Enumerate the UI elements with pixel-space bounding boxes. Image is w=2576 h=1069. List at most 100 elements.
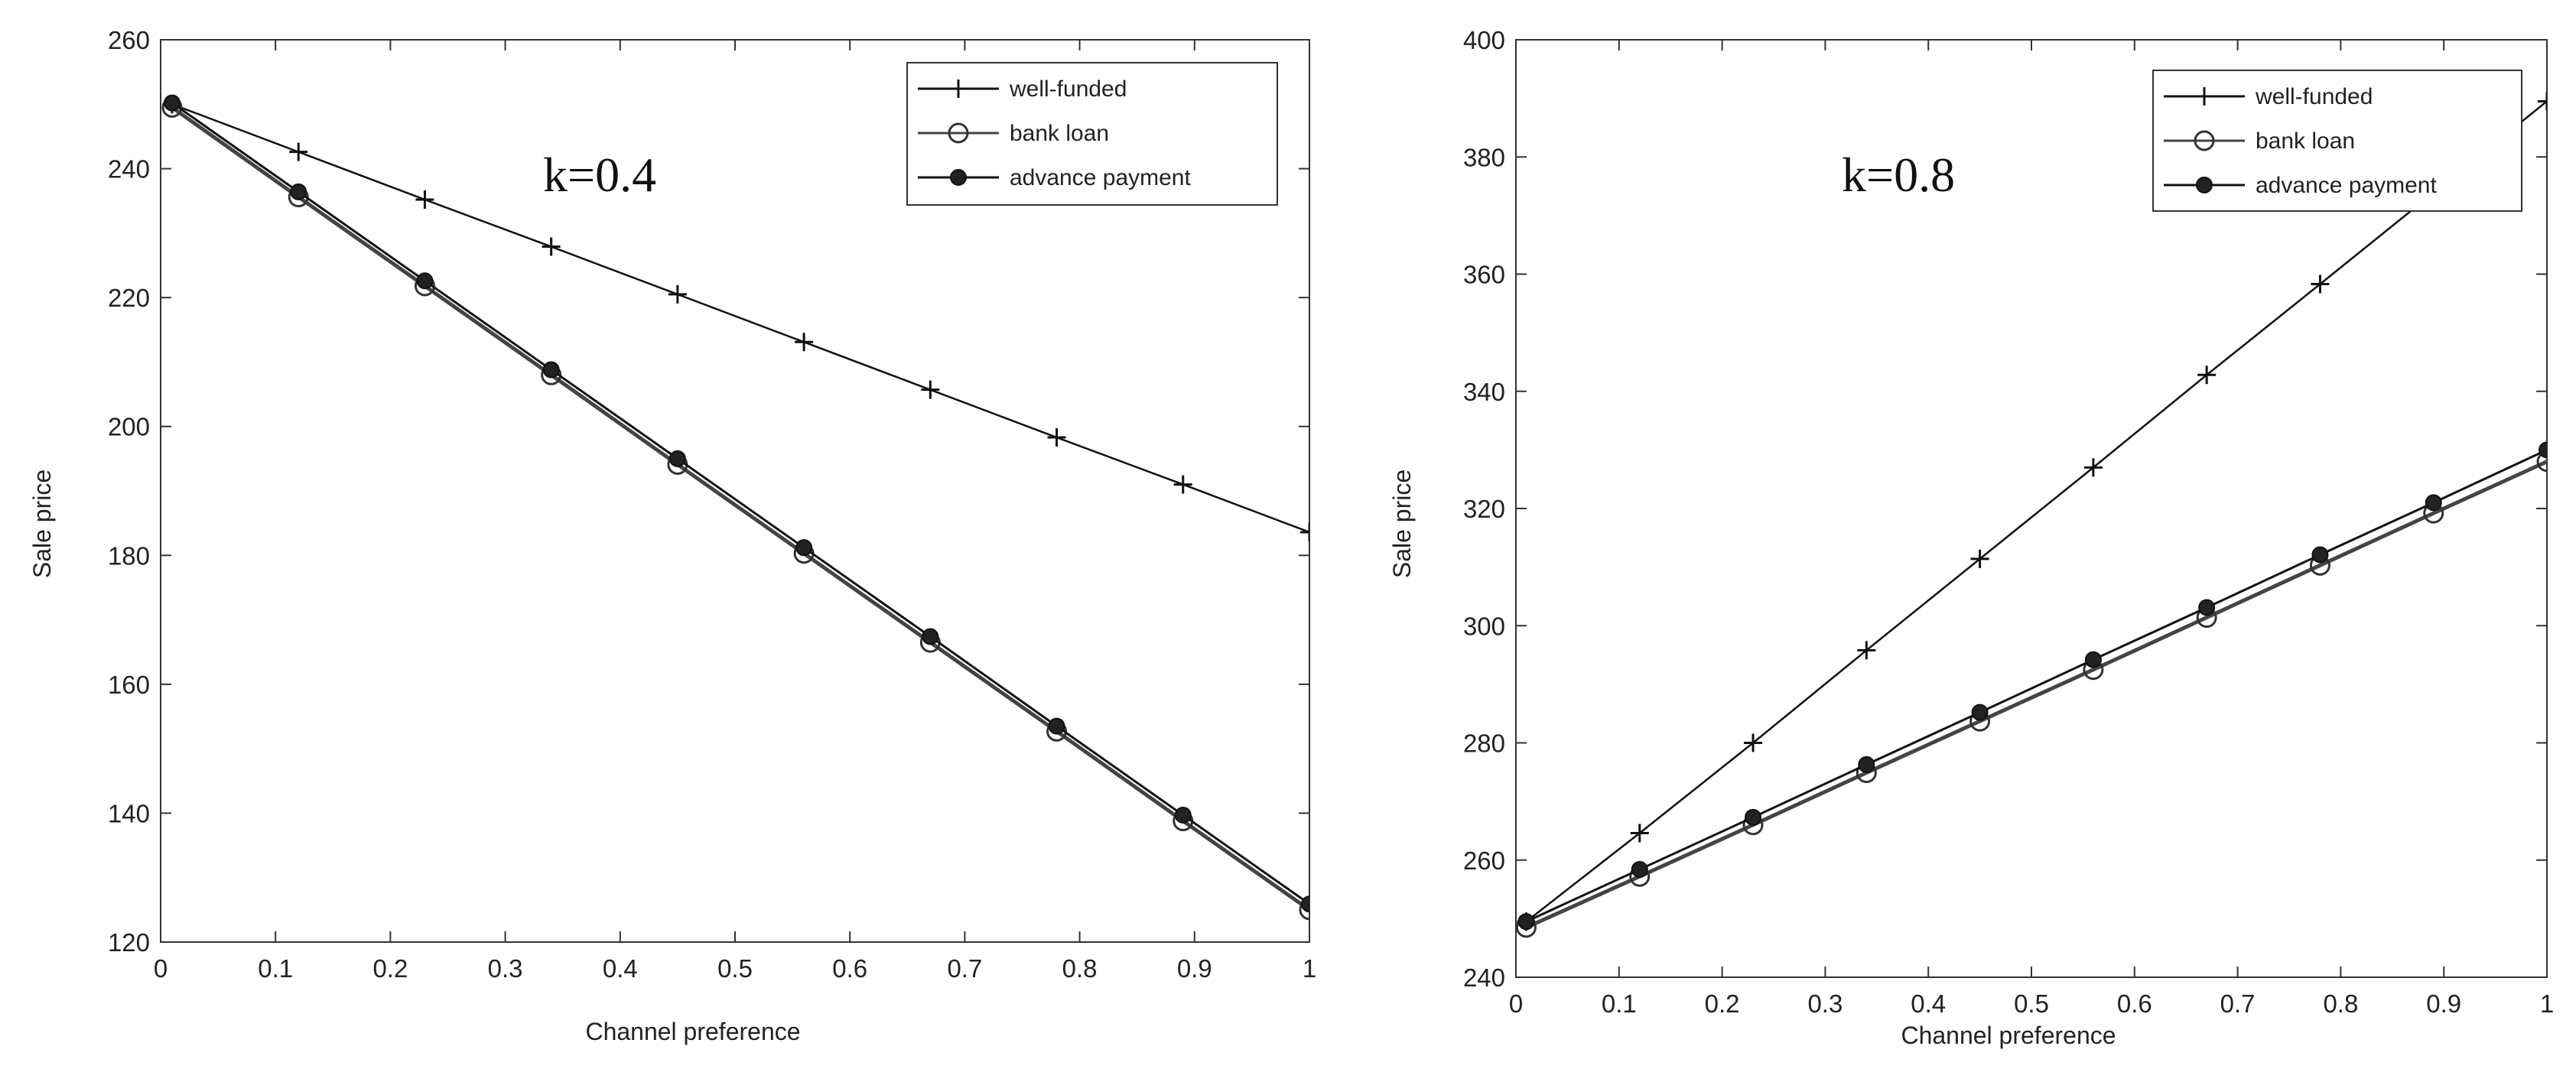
x-tick-label: 1 [2540, 989, 2554, 1018]
data-point-well-funded [1970, 549, 1989, 568]
y-tick-label: 120 [108, 928, 150, 957]
y-tick-label: 240 [1463, 963, 1505, 992]
data-point-advance-payment [1048, 717, 1065, 735]
data-point-advance-payment [2084, 651, 2102, 668]
y-tick-label: 320 [1463, 495, 1505, 523]
series-layer [161, 94, 1309, 921]
x-tick-label: 0 [1509, 989, 1523, 1018]
data-point-well-funded [1630, 824, 1649, 843]
x-tick-label: 0.4 [603, 954, 638, 983]
x-tick-label: 0.9 [1177, 954, 1212, 983]
data-point-advance-payment [922, 628, 939, 645]
data-point-advance-payment [1517, 913, 1535, 931]
data-point-well-funded [289, 142, 308, 161]
data-point-advance-payment [2198, 599, 2216, 616]
data-point-advance-payment [1858, 755, 1875, 773]
data-point-advance-payment [1745, 808, 1762, 826]
data-point-well-funded [2083, 458, 2103, 477]
y-tick-label: 260 [1463, 846, 1505, 875]
x-axis-label: Channel preference [1901, 1022, 2116, 1049]
y-tick-label: 160 [108, 671, 150, 699]
y-tick-label: 340 [1463, 378, 1505, 406]
y-tick-label: 400 [1463, 26, 1505, 54]
x-tick-label: 0.5 [717, 954, 753, 983]
x-axis-label: Channel preference [585, 1018, 800, 1045]
x-tick-label: 0.3 [1807, 989, 1843, 1018]
legend-label: well-funded [2255, 84, 2373, 109]
legend-marker [2196, 177, 2213, 193]
chart-k-0-8: k=0.8 Sale price Channel preference 0 0.1… [1388, 26, 2554, 1049]
data-point-well-funded [2538, 92, 2547, 111]
y-tick-label: 180 [108, 541, 150, 570]
data-point-advance-payment [2311, 546, 2329, 564]
y-tick-label: 360 [1463, 261, 1505, 289]
y-axis-label: Sale price [28, 470, 56, 578]
legend-label: bank loan [1010, 121, 1109, 146]
y-tick-label: 260 [108, 26, 150, 54]
data-point-bank-loan [2536, 451, 2547, 473]
data-point-well-funded [1300, 522, 1309, 541]
data-point-advance-payment [2425, 494, 2442, 512]
y-tick-label: 280 [1463, 729, 1505, 758]
series-line-bank-loan [171, 106, 1309, 911]
data-point-advance-payment [2539, 441, 2547, 459]
series-line-well-funded [171, 103, 1309, 534]
x-tick-label: 1 [1303, 954, 1316, 983]
data-point-advance-payment [668, 450, 686, 467]
data-point-well-funded [2197, 366, 2217, 385]
y-tick-label: 240 [108, 155, 150, 184]
x-tick-label: 0.1 [1602, 989, 1637, 1018]
legend-marker [2194, 130, 2215, 151]
data-point-advance-payment [164, 94, 181, 112]
x-tick-label: 0.5 [2014, 989, 2049, 1018]
data-point-well-funded [1173, 475, 1192, 494]
legend-label: advance payment [2256, 173, 2437, 198]
data-point-well-funded [795, 333, 814, 352]
chart-annotation: k=0.8 [1842, 148, 1955, 202]
data-point-well-funded [415, 190, 434, 210]
data-point-advance-payment [290, 183, 307, 200]
legend: well-funded bank loan advance payment [2152, 70, 2522, 212]
y-tick-label: 140 [108, 799, 150, 827]
data-point-well-funded [1857, 641, 1876, 660]
legend-marker [949, 80, 968, 98]
data-point-well-funded [1744, 733, 1763, 752]
series-line-bank-loan [1525, 460, 2547, 930]
chart-k-0-4: k=0.4 Sale price Channel preference 0 0.1… [28, 26, 1316, 1045]
x-tick-label: 0.8 [2323, 989, 2358, 1018]
x-tick-label: 0.1 [258, 954, 293, 983]
data-point-well-funded [668, 284, 687, 304]
data-point-advance-payment [1301, 895, 1309, 913]
x-tick-label: 0.7 [947, 954, 982, 983]
legend-label: well-funded [1009, 76, 1127, 102]
series-line-advance-payment [171, 102, 1309, 905]
data-point-well-funded [542, 237, 561, 256]
y-axis-label: Sale price [1388, 470, 1416, 578]
y-tick-label: 200 [108, 413, 150, 441]
legend-label: bank loan [2256, 128, 2355, 154]
x-tick-label: 0.3 [488, 954, 523, 983]
legend: well-funded bank loan advance payment [906, 62, 1278, 206]
x-tick-label: 0.2 [1705, 989, 1740, 1018]
x-tick-label: 0.6 [2117, 989, 2152, 1018]
data-point-well-funded [921, 380, 940, 399]
data-point-advance-payment [1971, 703, 1989, 721]
x-tick-label: 0.6 [832, 954, 867, 983]
chart-annotation: k=0.4 [543, 148, 656, 202]
data-point-advance-payment [1174, 806, 1192, 824]
data-point-advance-payment [1631, 861, 1648, 879]
data-point-advance-payment [795, 539, 813, 557]
data-point-bank-loan [1299, 899, 1309, 921]
x-tick-label: 0 [154, 954, 168, 983]
x-tick-label: 0.9 [2426, 989, 2461, 1018]
data-point-well-funded [1047, 428, 1066, 447]
y-tick-label: 220 [108, 284, 150, 312]
x-tick-label: 0.4 [1911, 989, 1946, 1018]
series-line-advance-payment [1525, 449, 2547, 923]
data-point-advance-payment [542, 361, 560, 379]
y-tick-label: 300 [1463, 612, 1505, 640]
x-tick-label: 0.8 [1062, 954, 1098, 983]
legend-label: advance payment [1010, 165, 1191, 190]
series-line-well-funded [1525, 100, 2547, 923]
legend-marker [948, 122, 969, 144]
